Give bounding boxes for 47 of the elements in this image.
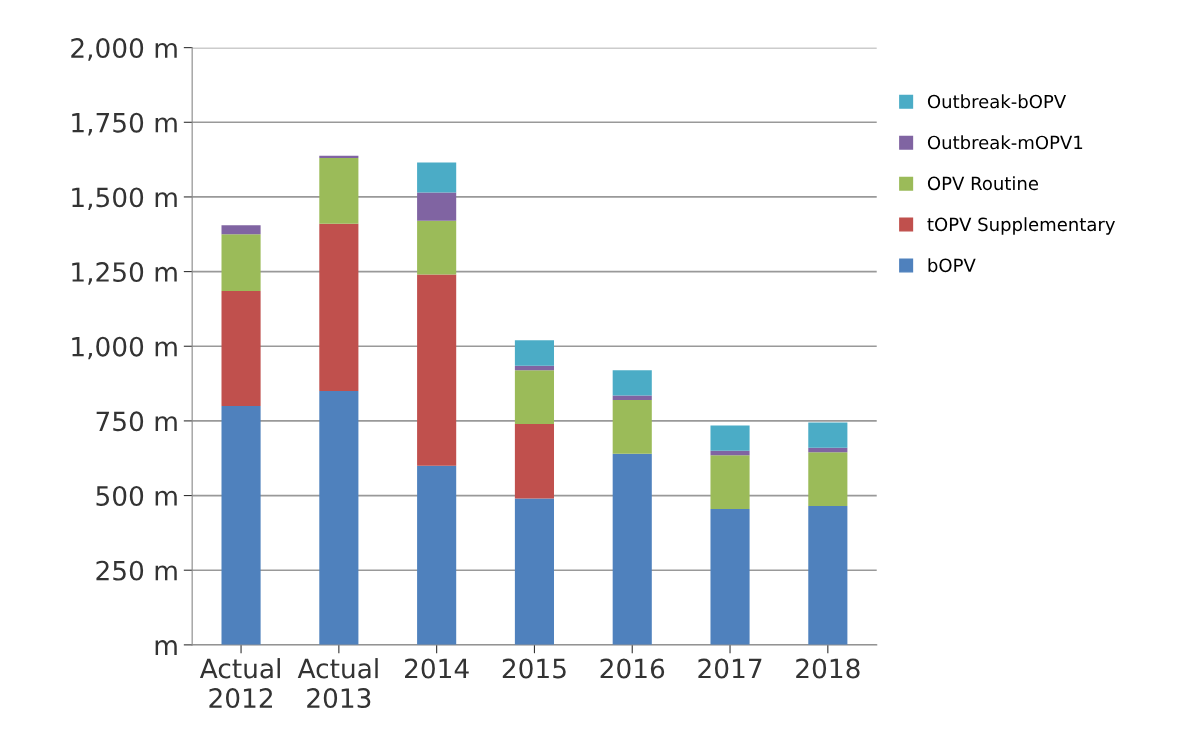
bar xyxy=(808,506,848,645)
bar xyxy=(417,220,457,275)
bar xyxy=(221,234,261,291)
y-tick-label: 500 m xyxy=(96,486,177,506)
legend-label: Outbreak-bOPV xyxy=(927,94,1067,109)
bar xyxy=(319,391,359,645)
bar xyxy=(417,274,457,466)
x-tick-label: 2017 xyxy=(698,658,762,679)
bar xyxy=(710,455,750,509)
bar xyxy=(417,465,457,645)
bar xyxy=(612,400,652,454)
bar xyxy=(808,452,848,507)
bar xyxy=(319,158,359,224)
bar xyxy=(221,225,261,235)
bar xyxy=(417,162,457,193)
x-tick-label: Actual 2013 xyxy=(297,658,378,709)
bar xyxy=(514,423,554,499)
bar xyxy=(514,370,554,424)
x-tick-label: 2015 xyxy=(502,658,566,679)
y-tick-label: 1,500 m xyxy=(72,187,177,211)
bar xyxy=(612,370,652,396)
legend-label: Outbreak-mOPV1 xyxy=(927,135,1083,150)
bar xyxy=(514,340,554,366)
bar xyxy=(514,498,554,645)
legend-label: OPV Routine xyxy=(927,176,1039,191)
bar xyxy=(417,192,457,221)
y-tick-label: 1,000 m xyxy=(72,336,177,360)
x-tick-label: Actual 2012 xyxy=(199,658,280,709)
y-tick-label: 1,750 m xyxy=(72,112,177,136)
bar xyxy=(710,509,750,645)
bar xyxy=(710,425,750,451)
y-tick-label: 2,000 m xyxy=(71,38,177,61)
bar xyxy=(221,291,261,406)
bar xyxy=(612,453,652,645)
legend-label: tOPV Supplementary xyxy=(927,217,1115,235)
y-tick-label: 250 m xyxy=(96,560,177,581)
x-tick-label: 2018 xyxy=(796,658,860,679)
bar xyxy=(808,422,848,448)
y-tick-label: 750 m xyxy=(96,411,177,432)
bar xyxy=(710,450,750,456)
bar xyxy=(319,223,359,392)
legend-label: bOPV xyxy=(928,258,976,273)
y-tick-label: 1,250 m xyxy=(72,262,177,285)
y-tick-label: m xyxy=(155,640,177,655)
x-tick-label: 2016 xyxy=(600,658,665,679)
bar xyxy=(221,405,261,645)
x-tick-label: 2014 xyxy=(405,658,469,679)
